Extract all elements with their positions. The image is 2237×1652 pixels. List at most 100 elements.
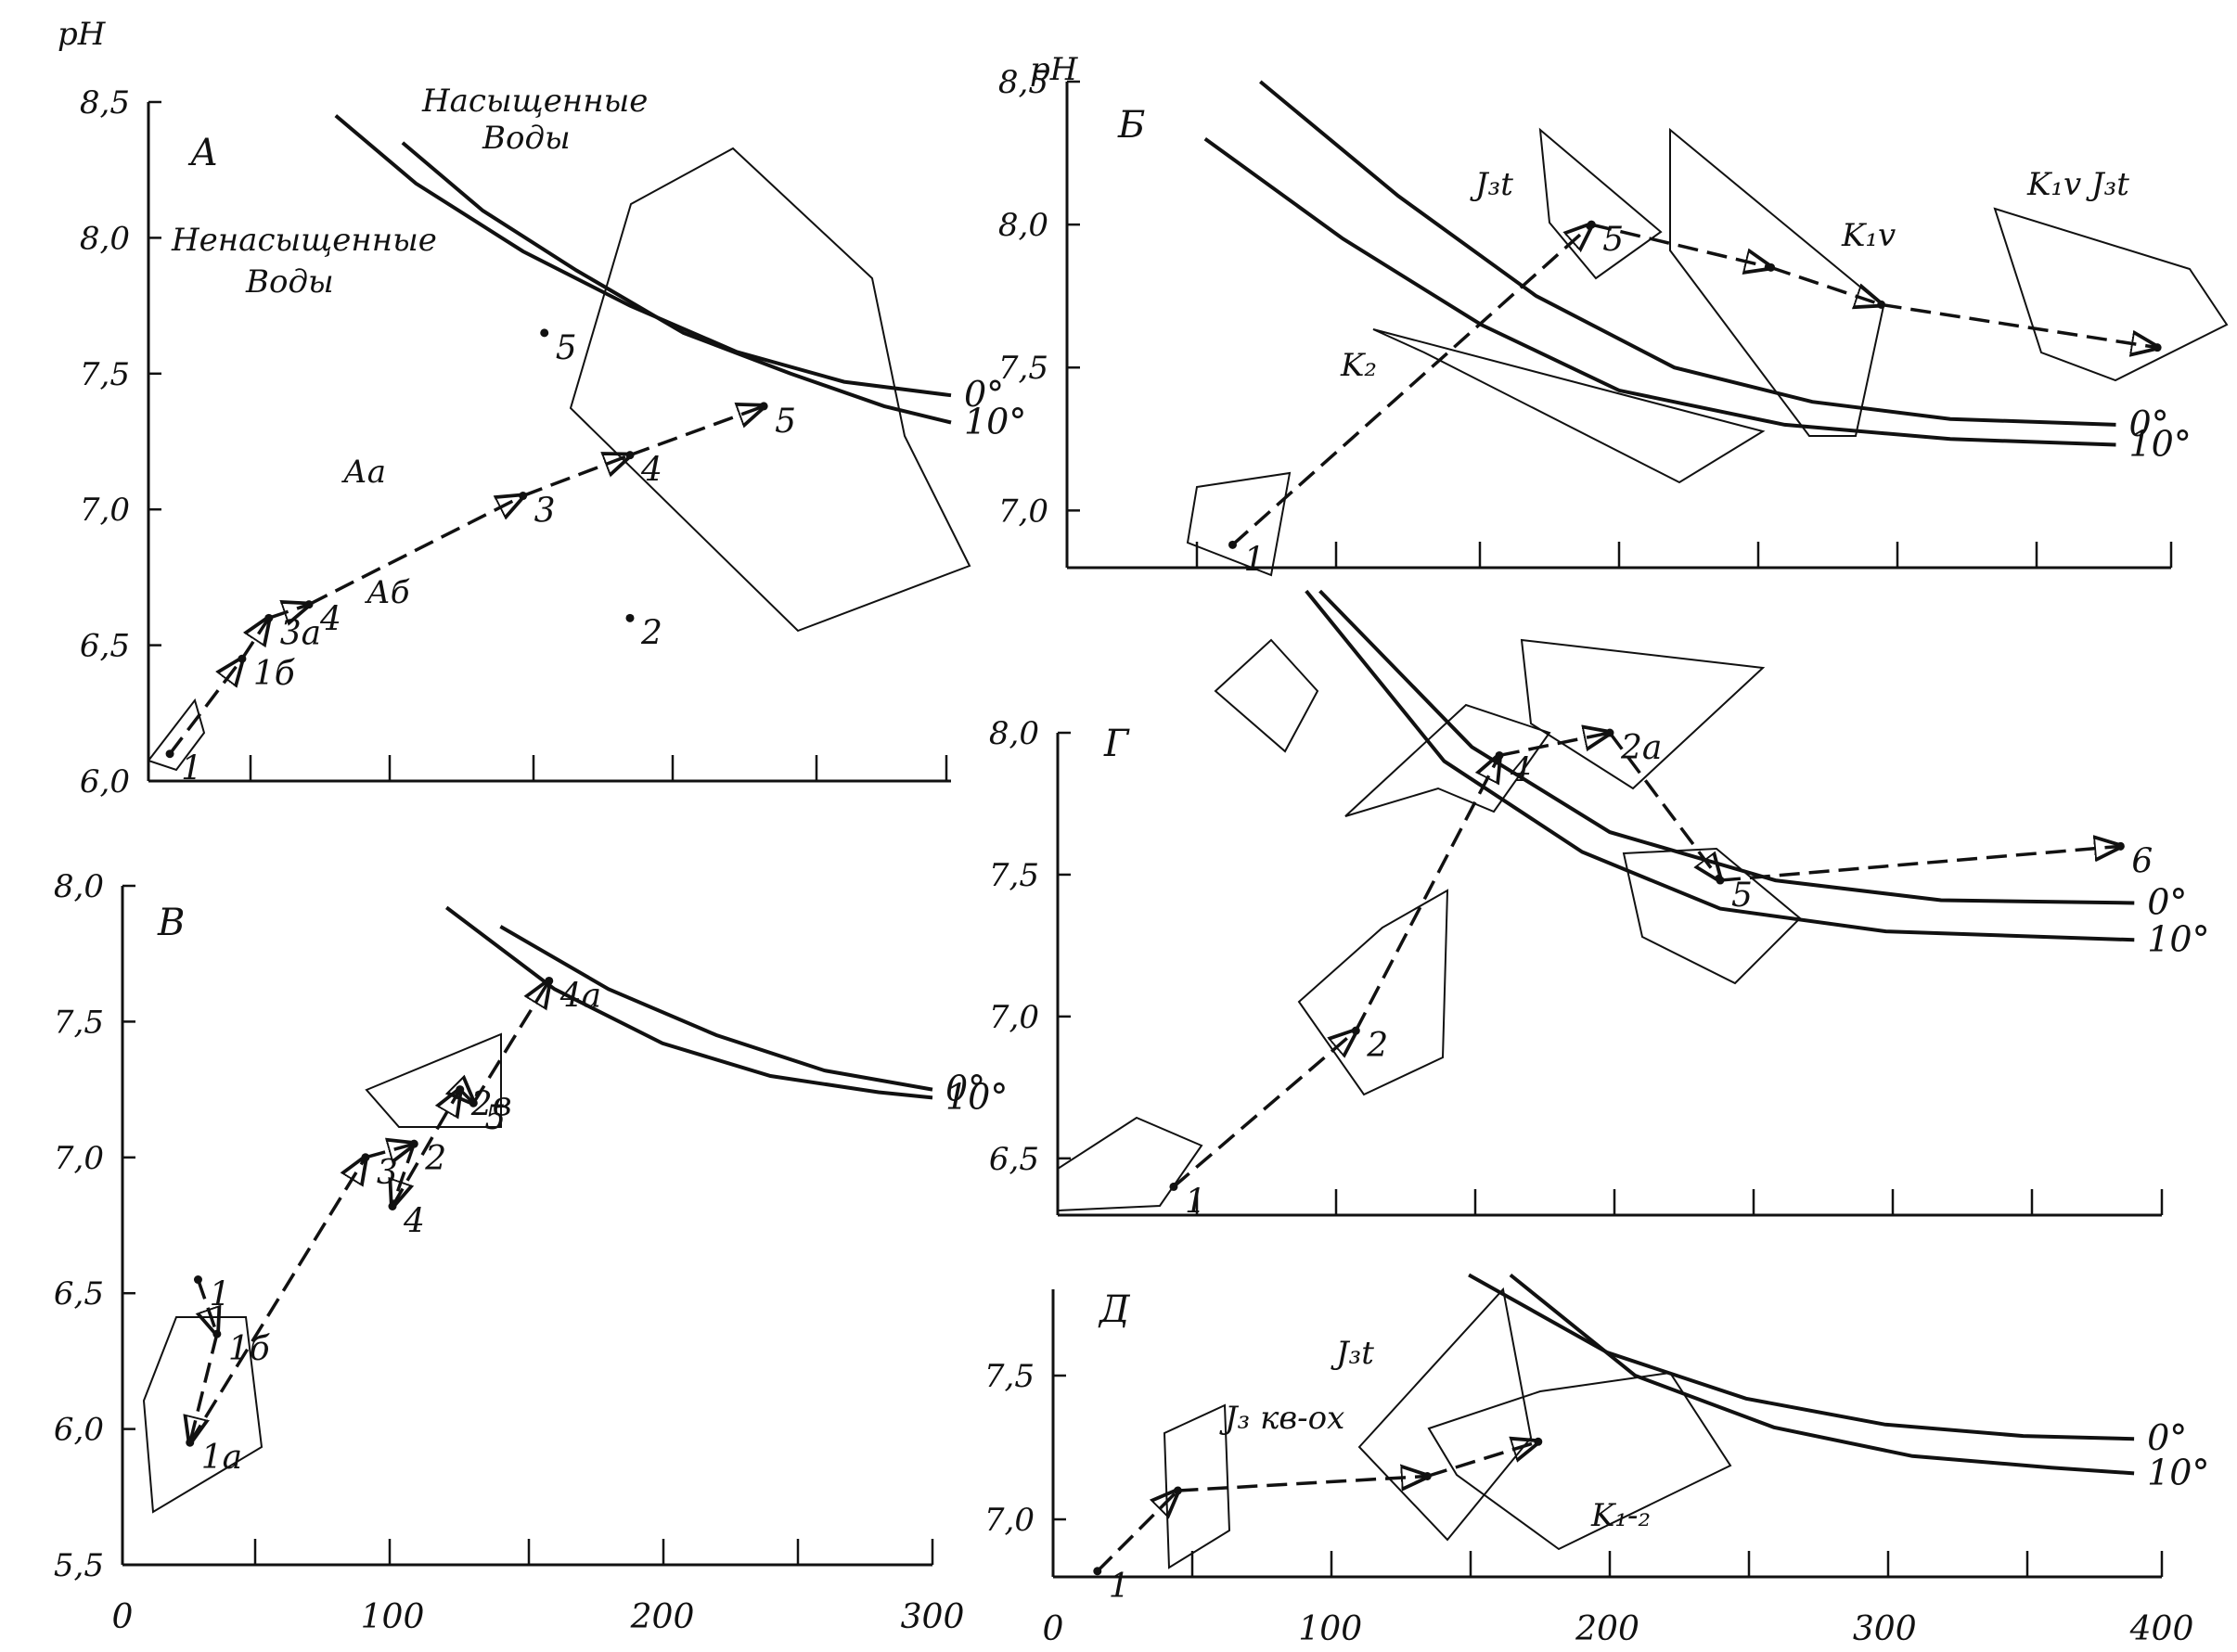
point-label-A: 2 [640,614,662,652]
annotation-B: J₃t [1470,166,1513,203]
curve-B [1203,136,2116,447]
point-V [212,1329,222,1338]
curve-label-D: 0° [2147,1417,2187,1458]
trend-arrow-V [471,980,548,1105]
field-polygon [142,1316,264,1514]
field-polygon [1186,471,1292,577]
trend-arrow-B [1231,224,1592,546]
annotation-A: Ненасыщенные [171,222,437,259]
trend-arrows [168,224,2158,1573]
point-A [759,402,768,411]
curve-label-V: 10° [945,1076,1008,1117]
point-label-G: 5 [1731,877,1753,915]
point-A [304,600,314,609]
field-polygon [365,1032,502,1128]
point-label-V: 2в [470,1086,512,1124]
point-label-A: 5 [775,403,796,441]
point-A [540,328,549,338]
annotation-D: K₁-₂ [1590,1497,1651,1534]
y-tick-label-D: 7,0 [984,1502,1035,1539]
point-label-A: 3 [534,493,556,531]
y-tick-label-V: 8,0 [54,868,104,905]
annotation-A: Аа [341,454,386,491]
point-B [1587,220,1596,229]
point-label-A: 4 [319,601,341,639]
field-polygon [1214,638,1319,753]
y-tick-label-V: 7,0 [54,1140,104,1177]
y-tick-label-A: 8,5 [80,84,130,122]
point-G [1169,1182,1178,1191]
trend-arrow-G [1608,731,1720,880]
field-polygon [1622,847,1802,985]
y-tick-label-V: 6,0 [54,1412,104,1449]
point-V [545,976,554,985]
trend-arrow-D [1426,1441,1538,1479]
trend-arrow-D [1096,1491,1178,1573]
annotation-D: J₃t [1331,1335,1374,1372]
point-D [1534,1437,1543,1446]
point-label-V: 1а [201,1439,242,1477]
x-tick-label-D: 300 [1853,1610,1917,1648]
point-label-D: 1 [1109,1568,1130,1606]
curve-G [1305,589,2135,942]
curve-label-B: 0° [2129,403,2169,444]
field-polygons [142,127,2229,1569]
trend-arrow-G [1354,755,1499,1031]
trend-arrow-A [240,618,269,660]
labels: 6,06,57,07,58,08,5А0°10°11б3а434525Насыщ… [54,16,2210,1648]
trend-arrow-G [1498,733,1610,758]
panel-letter-A: А [187,132,218,174]
annotation-B: K₁v J₃t [2026,166,2129,203]
point-label-V: 4 [403,1203,425,1241]
point-label-A: 5 [556,329,577,367]
point-label-G: 6 [2131,842,2153,880]
point-G [1495,750,1504,760]
field-polygon [1297,889,1449,1096]
point-G [2115,841,2125,851]
curve-label-G: 0° [2147,882,2187,923]
panel-letter-G: Г [1103,723,1130,765]
trend-arrow-B [1881,302,2158,347]
point-G [1605,728,1614,737]
curve-label-D: 10° [2147,1452,2209,1492]
y-tick-label-V: 6,5 [54,1275,104,1313]
trend-arrow-D [1177,1477,1427,1492]
y-tick-label-G: 7,5 [989,857,1039,894]
curve-D [1468,1273,2135,1441]
point-label-V: 1б [228,1330,271,1368]
trend-arrow-A [522,455,630,498]
x-tick-label-D: 200 [1575,1610,1639,1648]
panel-letter-D: Д [1098,1288,1131,1331]
trend-arrow-V [198,1278,216,1335]
curve-label-A: 0° [964,374,1004,415]
x-tick-label-V: 200 [630,1598,695,1636]
annotation-B: K₁v [1841,217,1896,254]
point-V [469,1098,478,1108]
point-label-V: 3 [377,1154,398,1192]
y-tick-label-B: 7,0 [998,493,1048,530]
y-tick-label-V: 7,5 [54,1004,104,1041]
field-polygon [569,147,971,633]
point-label-G: 1 [1185,1183,1206,1221]
point-label-V: 2 [424,1140,446,1178]
trend-arrow-G [1172,1031,1356,1188]
point-A [625,613,635,622]
point-label-G: 2 [1366,1027,1388,1065]
y-tick-label-G: 8,0 [989,715,1039,752]
y-tick-label-A: 8,0 [80,220,130,257]
field-polygon [1538,127,1663,280]
ylabel-right: pH [1030,51,1079,88]
point-A [238,654,247,663]
curve-label-B: 10° [2129,423,2192,464]
point-A [519,492,528,501]
trend-arrow-A [629,406,764,457]
point-D [1422,1472,1432,1480]
x-tick-label-V: 0 [112,1598,134,1636]
field-polygon [1163,1403,1231,1569]
trend-arrow-V [190,1333,219,1442]
field-polygon [1669,127,1885,437]
point-label-V: 1 [209,1276,230,1314]
point-V [361,1153,370,1162]
point-A [264,613,274,622]
